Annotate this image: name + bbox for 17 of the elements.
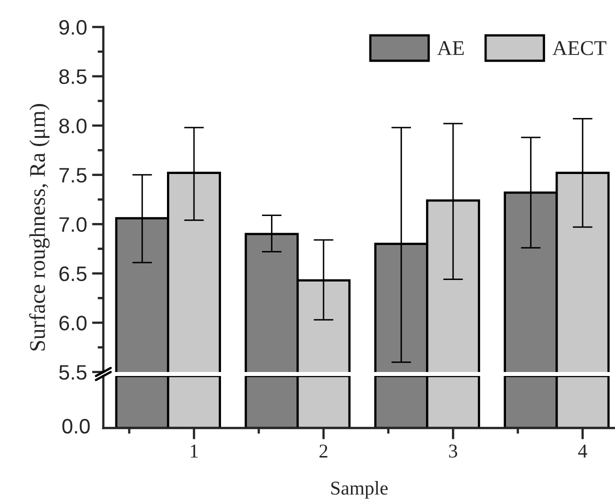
x-tick-label: 2: [320, 444, 328, 458]
y-tick-label: 9.0: [59, 20, 87, 35]
x-tick-label: 1: [190, 444, 198, 458]
text: 0.0: [62, 418, 90, 434]
y-tick-label: 8.5: [59, 69, 86, 84]
y-tick-label: 7.5: [59, 168, 86, 183]
y-tick-label: 5.5: [59, 365, 86, 380]
x-tick-label: 3: [449, 444, 458, 458]
y-tick-label: 7.0: [59, 217, 87, 232]
x-axis-title: Sample: [331, 481, 388, 499]
y-tick-label: 6.0: [59, 316, 87, 330]
legend-label: AE: [437, 41, 464, 55]
x-tick-label: 4: [578, 444, 588, 458]
legend-label: AECT: [552, 41, 606, 56]
y-tick-label: 6.5: [59, 266, 86, 282]
y-axis-title: Surface roughness, Ra (μm): [29, 104, 50, 350]
y-tick-label: 8.0: [59, 118, 87, 134]
